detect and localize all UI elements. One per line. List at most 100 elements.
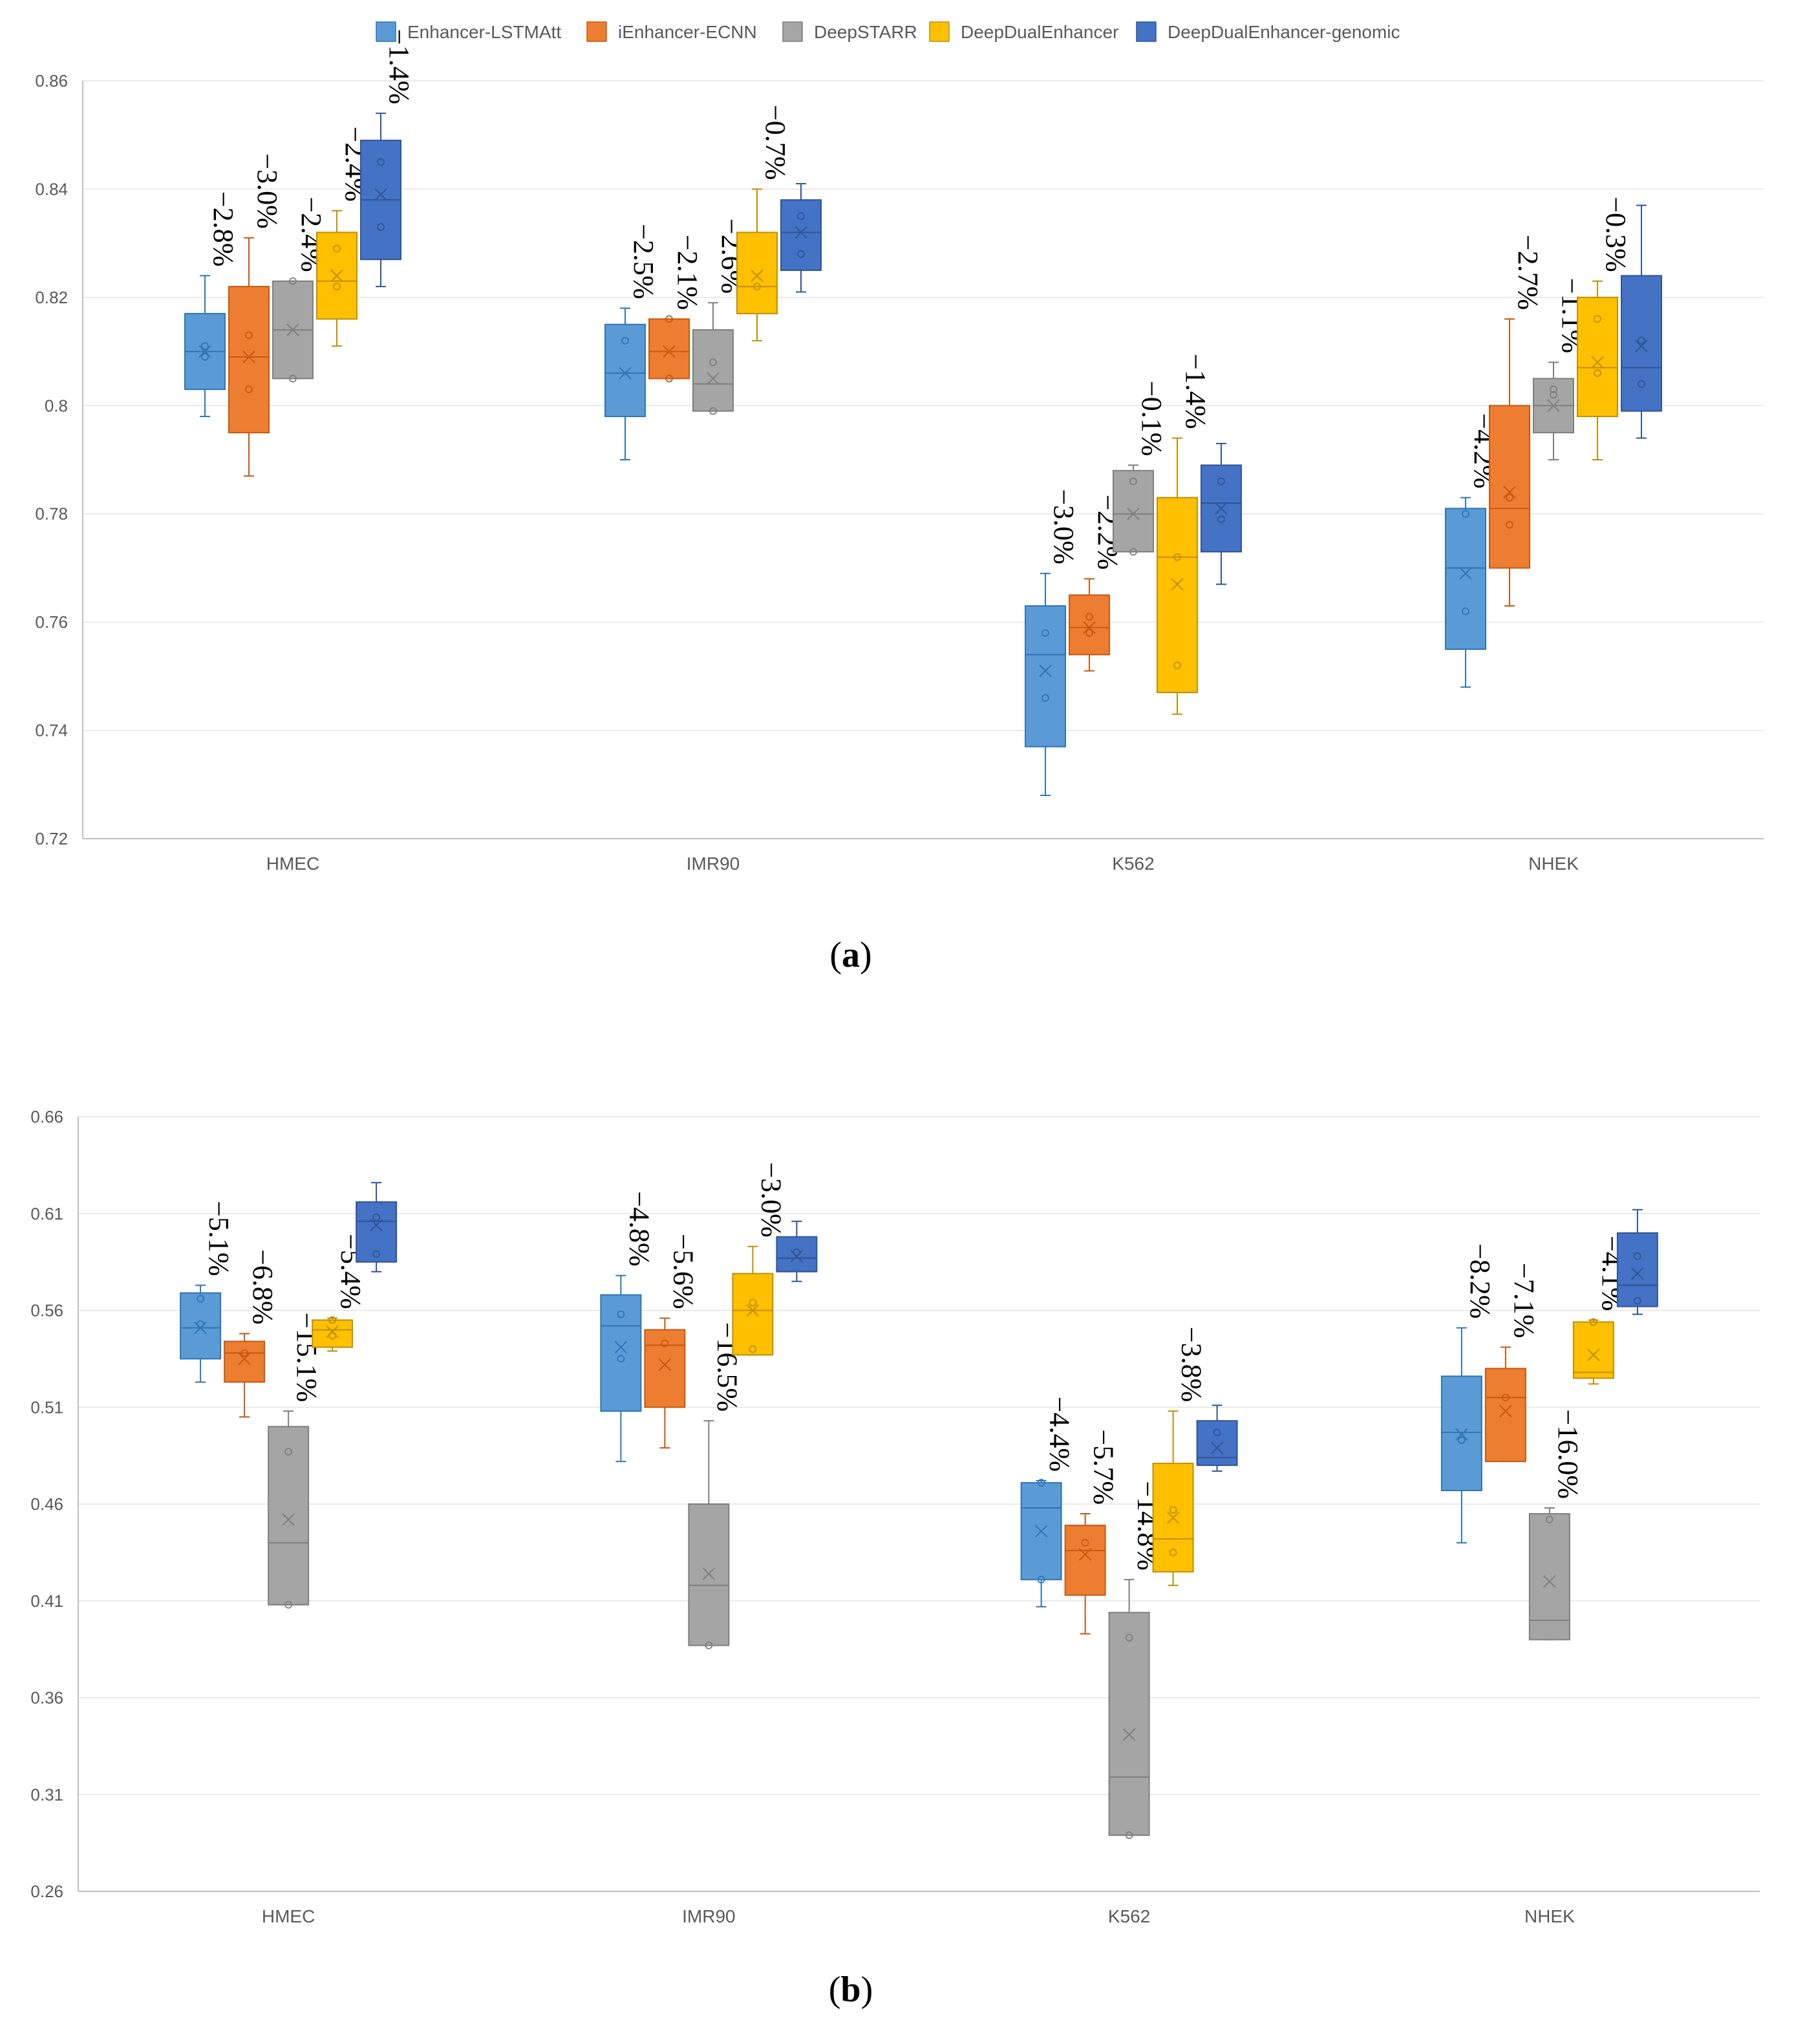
data-point: [333, 283, 341, 291]
mean-marker: [374, 188, 387, 201]
data-point: [617, 1310, 625, 1318]
box-body: [732, 1273, 774, 1356]
difference-label: −8.2%: [1464, 1243, 1496, 1318]
mean-marker: [1127, 508, 1140, 521]
data-point: [1506, 493, 1513, 502]
mean-marker: [194, 1321, 207, 1335]
data-point: [1037, 1479, 1045, 1487]
data-point: [1462, 510, 1469, 518]
data-point: [1594, 315, 1601, 323]
y-tick-label: 0.84: [35, 179, 68, 199]
box-body: [644, 1329, 686, 1408]
difference-label: −2.7%: [1512, 235, 1544, 310]
data-point: [797, 212, 805, 221]
difference-label: −7.1%: [1508, 1263, 1540, 1338]
y-tick-label: 0.31: [30, 1785, 63, 1804]
data-point: [617, 1355, 625, 1363]
box-body: [356, 1201, 398, 1263]
mean-marker: [702, 1567, 716, 1580]
data-point: [289, 277, 297, 285]
box-body: [736, 231, 778, 314]
chart-panel-a: 0.72 0.74 0.76 0.78 0.8 0.82 0.84 0.86 HMEC IMR90…: [35, 29, 1764, 975]
box-ienhancer-ecnn-hmec: −6.8%: [224, 1249, 279, 1418]
data-point: [1041, 629, 1049, 637]
box-deepdualenhancer-k562: −1.4%: [1157, 354, 1212, 715]
data-point: [749, 1345, 757, 1353]
legend-swatch-3: [929, 21, 950, 42]
mean-marker: [663, 345, 676, 358]
data-point: [1457, 1436, 1466, 1445]
box-enhancer-lstmatt-imr90: −4.8%: [600, 1191, 655, 1463]
mean-marker: [1631, 1267, 1644, 1280]
chart-panel-b: 0.26 0.31 0.36 0.41 0.46 0.51 0.56 0.61 0.66 HMEC…: [30, 1107, 1760, 2010]
box-deepstarr-nhek: −16.0%: [1528, 1410, 1584, 1641]
x-tick-label: IMR90: [682, 1906, 735, 1926]
data-point: [377, 158, 385, 166]
box-body: [312, 1319, 354, 1348]
data-point: [1041, 694, 1049, 702]
mean-marker: [1503, 486, 1516, 499]
x-tick-label: IMR90: [687, 854, 740, 874]
panel-label-letter: a: [842, 935, 860, 975]
box-ienhancer-ecnn-k562: −5.7%: [1064, 1430, 1120, 1635]
legend-swatch-0: [376, 21, 396, 42]
box-deepdualenhancer-genomic-hmec: [356, 1181, 398, 1273]
data-point: [1545, 1516, 1554, 1523]
data-point: [1217, 515, 1225, 523]
difference-label: −5.7%: [1088, 1430, 1120, 1505]
box-body: [1616, 1232, 1658, 1307]
mean-marker: [1083, 621, 1096, 634]
box-body: [1528, 1512, 1570, 1641]
box-ienhancer-ecnn-imr90: −5.6%: [644, 1234, 699, 1449]
difference-label: −5.1%: [203, 1201, 235, 1276]
box-deepdualenhancer-genomic-hmec: −1.4%: [360, 29, 415, 288]
data-point: [1125, 1633, 1133, 1642]
mean-marker: [1078, 1548, 1092, 1561]
box-body: [648, 318, 690, 380]
data-point: [661, 1339, 669, 1348]
mean-marker: [795, 226, 807, 239]
data-point: [1594, 369, 1601, 377]
y-tick-label: 0.8: [45, 396, 68, 415]
box-deepdualenhancer-genomic-k562: [1201, 442, 1242, 585]
x-tick-label: HMEC: [262, 1906, 315, 1926]
mean-marker: [1122, 1728, 1136, 1741]
x-tick-label: HMEC: [266, 854, 319, 874]
data-point: [284, 1600, 293, 1609]
box-deepdualenhancer-genomic-imr90: [780, 183, 822, 293]
mean-marker: [1635, 339, 1648, 352]
difference-label: −3.0%: [1048, 489, 1080, 564]
panel-label-letter: b: [840, 1970, 860, 2010]
legend: Enhancer-LSTMAtt iEnhancer-ECNN DeepSTARR D…: [376, 21, 1400, 42]
box-body: [1484, 1368, 1526, 1463]
box-deepstarr-nhek: −1.1%: [1533, 278, 1588, 460]
mean-marker: [1215, 502, 1228, 515]
box-ienhancer-ecnn-imr90: −2.1%: [648, 235, 703, 383]
box-enhancer-lstmatt-hmec: −5.1%: [180, 1201, 235, 1383]
mean-marker: [198, 345, 211, 358]
legend-swatch-1: [586, 21, 607, 42]
box-body: [268, 1426, 310, 1606]
panel-label: (b): [829, 1970, 873, 2010]
panel-label-close: ): [861, 1970, 873, 2010]
data-point: [705, 1641, 713, 1650]
y-tick-label: 0.76: [35, 612, 68, 632]
data-point: [245, 331, 253, 339]
box-body: [1064, 1524, 1106, 1596]
data-point: [201, 342, 209, 350]
data-point: [1638, 336, 1645, 345]
mean-marker: [1034, 1525, 1048, 1538]
difference-label: −1.4%: [1180, 354, 1212, 429]
y-tick-label: 0.82: [35, 288, 68, 307]
box-enhancer-lstmatt-k562: −4.4%: [1020, 1397, 1076, 1608]
y-tick-label: 0.36: [30, 1688, 63, 1708]
mean-marker: [1499, 1404, 1512, 1417]
mean-marker: [707, 372, 720, 385]
mean-marker: [242, 350, 255, 363]
box-body: [604, 323, 646, 418]
box-body: [1577, 296, 1618, 418]
panel-label-close: ): [860, 935, 872, 975]
data-point: [665, 374, 673, 383]
box-body: [692, 329, 734, 412]
mean-marker: [751, 269, 764, 283]
